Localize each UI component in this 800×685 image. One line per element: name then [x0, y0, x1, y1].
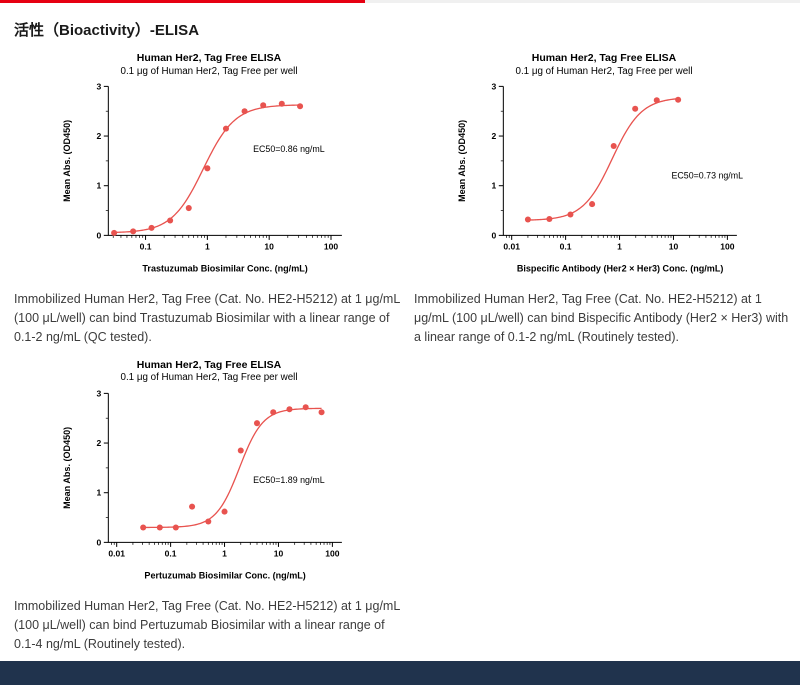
x-tick-label: 100	[324, 242, 339, 252]
y-tick-label: 2	[97, 131, 102, 141]
data-point	[140, 524, 147, 531]
data-point	[185, 205, 192, 212]
y-axis-label: Mean Abs. (OD450)	[62, 427, 72, 509]
elisa-chart-pertuzumab: 0.01 0.1 1 10 100 0 1 2 3 EC50=1.89 ng/mL Pertuzum…	[62, 388, 342, 581]
chart-block-bispecific: Human Her2, Tag Free ELISA 0.1 μg of Hum…	[453, 52, 755, 280]
x-tick-label: 0.01	[503, 242, 520, 252]
top-divider	[0, 0, 800, 3]
y-tick-label: 2	[492, 131, 497, 141]
chart-title: Human Her2, Tag Free ELISA	[136, 358, 282, 371]
data-point	[318, 409, 325, 416]
x-tick-label: 100	[720, 242, 735, 252]
x-tick-label: 10	[669, 242, 679, 252]
elisa-chart-bispecific: 0.01 0.1 1 10 100 0 1 2 3 EC50=0.73 ng/mL Bispecif…	[457, 82, 743, 274]
data-point	[297, 103, 304, 110]
data-point	[260, 102, 267, 109]
y-axis-label: Mean Abs. (OD450)	[457, 120, 467, 202]
x-tick-label: 10	[274, 548, 284, 558]
data-point	[632, 106, 639, 113]
dose-response-curve	[114, 104, 301, 234]
x-tick-label: 1	[205, 242, 210, 252]
chart-subtitle: 0.1 μg of Human Her2, Tag Free per well	[515, 65, 693, 77]
x-axis-label: Bispecific Antibody (Her2 × Her3) Conc. …	[517, 264, 724, 274]
data-point	[222, 125, 229, 132]
data-point	[524, 216, 531, 223]
data-point	[237, 447, 244, 454]
data-point	[156, 524, 163, 531]
chart-subtitle: 0.1 μg of Human Her2, Tag Free per well	[120, 65, 298, 77]
y-tick-label: 2	[97, 438, 102, 448]
x-tick-label: 10	[264, 242, 274, 252]
ec50-annotation: EC50=1.89 ng/mL	[253, 475, 325, 485]
x-tick-label: 0.01	[108, 548, 125, 558]
data-point	[130, 228, 137, 235]
data-point	[270, 409, 277, 416]
data-point	[253, 420, 261, 427]
data-point	[278, 101, 285, 108]
data-point	[567, 211, 574, 218]
data-point	[546, 216, 553, 223]
caption-pertuzumab: Immobilized Human Her2, Tag Free (Cat. N…	[14, 599, 400, 651]
caption-bispecific: Immobilized Human Her2, Tag Free (Cat. N…	[414, 292, 789, 344]
y-tick-label: 3	[97, 388, 102, 398]
chart-block-trastuzumab: Human Her2, Tag Free ELISA 0.1 μg of Hum…	[58, 52, 360, 280]
y-axis-label: Mean Abs. (OD450)	[62, 120, 72, 202]
chart-block-pertuzumab: Human Her2, Tag Free ELISA 0.1 μg of Hum…	[58, 359, 360, 587]
ec50-annotation: EC50=0.73 ng/mL	[671, 171, 743, 181]
x-axis-label: Pertuzumab Biosimilar Conc. (ng/mL)	[144, 571, 305, 581]
data-point	[589, 201, 596, 208]
data-point	[205, 518, 212, 525]
dose-response-curve	[143, 407, 322, 529]
data-point	[189, 503, 196, 510]
y-tick-label: 0	[97, 231, 102, 241]
data-point	[675, 97, 682, 104]
elisa-chart-trastuzumab: 0.1 1 10 100 0 1 2 3 EC50=0.86 ng/mL Trastuzumab …	[62, 82, 342, 274]
x-tick-label: 1	[617, 242, 622, 252]
data-point	[302, 404, 309, 411]
y-tick-label: 0	[492, 231, 497, 241]
x-tick-label: 0.1	[560, 242, 572, 252]
data-point	[653, 97, 660, 104]
caption-trastuzumab: Immobilized Human Her2, Tag Free (Cat. N…	[14, 292, 400, 344]
dose-response-curve	[527, 98, 679, 222]
data-point	[241, 108, 248, 115]
y-tick-label: 1	[97, 488, 102, 498]
data-point	[221, 508, 228, 515]
ec50-annotation: EC50=0.86 ng/mL	[253, 144, 325, 154]
chart-subtitle: 0.1 μg of Human Her2, Tag Free per well	[120, 372, 298, 384]
chart-title: Human Her2, Tag Free ELISA	[531, 52, 677, 64]
data-point	[286, 406, 293, 413]
empty-cell	[414, 587, 794, 659]
y-tick-label: 3	[97, 82, 102, 92]
data-point	[172, 524, 179, 531]
chart-title: Human Her2, Tag Free ELISA	[136, 52, 282, 64]
data-point	[111, 230, 118, 237]
x-tick-label: 1	[222, 548, 227, 558]
data-point	[148, 225, 155, 232]
axes	[107, 86, 342, 237]
section-heading: 活性（Bioactivity）-ELISA	[14, 22, 200, 39]
axes	[502, 86, 737, 237]
data-point	[610, 143, 617, 150]
empty-cell	[414, 353, 794, 587]
y-tick-label: 0	[97, 537, 102, 547]
data-point	[167, 217, 174, 224]
y-tick-label: 1	[492, 181, 497, 191]
charts-grid: Human Her2, Tag Free ELISA 0.1 μg of Hum…	[0, 46, 800, 659]
axes	[107, 393, 342, 543]
active-tab-indicator	[0, 0, 365, 3]
data-point	[204, 165, 211, 172]
x-tick-label: 100	[325, 548, 340, 558]
y-tick-label: 1	[97, 181, 102, 191]
x-axis-label: Trastuzumab Biosimilar Conc. (ng/mL)	[142, 264, 307, 274]
x-tick-label: 0.1	[165, 548, 177, 558]
x-tick-label: 0.1	[140, 242, 152, 252]
footer-bar	[0, 661, 800, 685]
y-tick-label: 3	[492, 82, 497, 92]
